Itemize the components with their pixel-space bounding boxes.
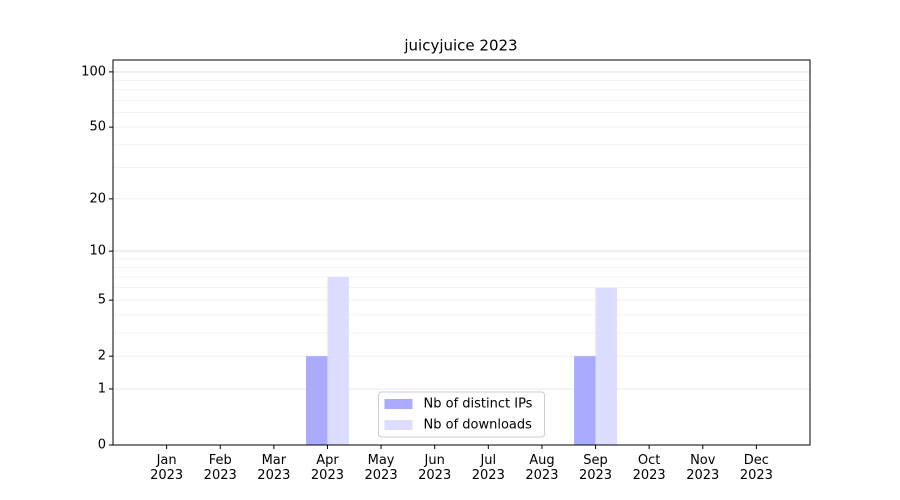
bar — [574, 356, 596, 445]
y-tick-label: 5 — [98, 293, 106, 308]
legend-swatch — [384, 420, 413, 430]
bar — [306, 356, 328, 445]
legend-box — [378, 391, 545, 438]
x-tick-label: Nov 2023 — [686, 453, 720, 483]
x-tick-label: Feb 2023 — [203, 453, 237, 483]
x-tick-label: Mar 2023 — [257, 453, 291, 483]
legend-label: Nb of downloads — [424, 418, 533, 433]
x-tick-label: May 2023 — [364, 453, 398, 483]
x-tick-label: Aug 2023 — [525, 453, 559, 483]
legend-label: Nb of distinct IPs — [424, 397, 533, 412]
y-tick-label: 10 — [89, 244, 106, 259]
y-tick-label: 0 — [98, 438, 106, 453]
x-tick-label: Jul 2023 — [471, 453, 505, 483]
y-tick-label: 50 — [89, 120, 106, 135]
y-tick-label: 20 — [89, 191, 106, 206]
y-tick-label: 1 — [98, 381, 106, 396]
bar — [327, 276, 349, 445]
y-tick-label: 2 — [98, 349, 106, 364]
bar — [595, 287, 617, 445]
plot-frame — [112, 59, 811, 446]
chart-title: juicyjuice 2023 — [403, 37, 517, 55]
x-tick-label: Apr 2023 — [310, 453, 344, 483]
x-tick-label: Dec 2023 — [739, 453, 773, 483]
x-tick-label: Oct 2023 — [632, 453, 666, 483]
y-tick-label: 100 — [81, 64, 106, 79]
legend: Nb of distinct IPs Nb of downloads — [378, 391, 545, 438]
x-tick-label: Jan 2023 — [150, 453, 184, 483]
legend-swatch — [384, 399, 413, 409]
x-tick-label: Sep 2023 — [578, 453, 613, 483]
x-tick-label: Jun 2023 — [418, 453, 452, 483]
